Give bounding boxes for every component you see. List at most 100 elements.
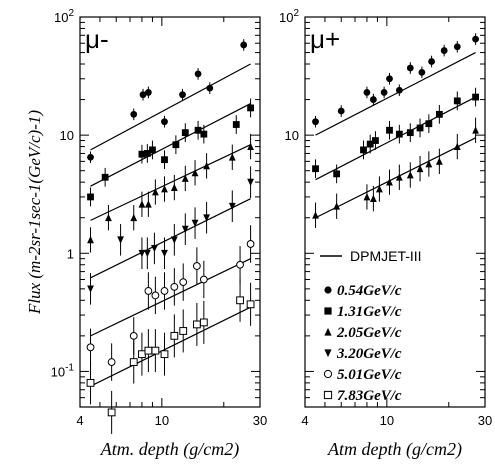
data-point [199,300,208,344]
marker-filled-circle [130,110,138,118]
marker-filled-circle [240,41,248,49]
legend-entry-label: 3.20GeV/c [336,346,402,362]
data-point [435,148,443,175]
marker-filled-square [194,126,202,134]
fit-line [315,137,476,219]
marker-triangle-down [324,349,332,358]
marker-filled-square [247,104,254,112]
marker-triangle-down [228,202,236,211]
marker-triangle-up [395,173,403,181]
fit-lines-group [90,52,476,387]
fit-line [90,198,251,279]
marker-filled-square [372,137,379,144]
data-point [232,115,240,134]
marker-triangle-down [151,244,158,253]
x-tick-label: 30 [253,413,267,428]
panel-label-mu-minus: μ- [85,24,109,54]
marker-triangle-down [247,178,254,187]
marker-open-circle [192,262,201,270]
marker-filled-circle [337,107,345,115]
marker-filled-square [395,130,403,138]
legend-entry-label: 0.54GeV/c [337,283,402,299]
marker-open-square [199,318,208,327]
data-point [151,232,158,265]
data-point [312,115,319,128]
marker-filled-square [435,110,443,118]
marker-filled-square [416,124,424,132]
data-point [363,184,371,210]
marker-triangle-up [386,178,393,186]
data-point [87,273,94,305]
data-point [333,193,341,219]
marker-filled-square [472,93,479,101]
marker-triangle-up [151,188,159,196]
marker-triangle-up [406,171,414,179]
marker-filled-square [232,121,240,128]
marker-filled-square [366,140,374,148]
marker-filled-square [149,146,156,154]
marker-filled-circle [472,35,479,43]
data-point [191,160,199,186]
data-point [333,164,341,184]
data-point [194,120,202,140]
marker-filled-square [324,307,332,315]
marker-filled-circle [453,43,461,51]
marker-triangle-up [87,235,94,244]
data-point [416,118,424,138]
data-point [179,88,186,101]
data-point [170,314,179,358]
data-point [228,144,236,170]
fit-line [90,63,251,151]
marker-triangle-up [333,202,341,210]
marker-filled-square [360,146,367,154]
data-point [192,302,201,346]
x-tick-label: 4 [301,413,308,428]
marker-triangle-down [87,285,94,293]
marker-open-square [107,408,116,417]
fit-line [90,306,251,387]
data-point [425,151,433,177]
data-point [312,202,319,228]
marker-triangle-down [191,219,199,228]
data-point [160,272,169,310]
marker-open-circle [107,358,116,366]
marker-open-circle [151,291,160,300]
y-tick-label: 102 [54,8,74,25]
marker-open-circle [236,260,244,269]
marker-open-square [151,346,160,355]
marker-open-square [236,296,244,305]
data-point [138,237,146,270]
data-point [151,276,160,315]
data-point [203,201,210,234]
data-point [247,166,254,198]
x-axis-label-right: Atm depth (g/cm2) [327,439,462,460]
marker-open-circle [144,287,153,295]
legend-entry-label: 5.01GeV/c [337,367,402,383]
data-point [428,55,435,68]
data-point [199,260,208,299]
marker-triangle-down [170,236,178,244]
data-point [246,225,255,263]
marker-open-square [192,320,201,329]
data-point [395,164,403,190]
marker-filled-circle [312,118,319,126]
panel-label-mu-plus: μ+ [310,24,340,54]
marker-triangle-up [144,200,152,208]
data-point [240,39,248,51]
marker-open-square [246,300,255,309]
data-point [203,153,210,179]
marker-triangle-up [435,157,443,165]
marker-open-circle [129,331,138,340]
marker-triangle-down [143,249,151,258]
marker-triangle-down [161,249,168,258]
data-point [369,93,377,106]
marker-triangle-up [324,327,332,336]
data-point [172,135,180,155]
marker-filled-circle [139,91,147,99]
marker-triangle-up [105,213,112,222]
data-point [144,329,153,373]
data-point [86,328,95,367]
data-point [87,187,94,207]
right-panel-frame [304,16,486,408]
marker-filled-circle [386,75,393,83]
